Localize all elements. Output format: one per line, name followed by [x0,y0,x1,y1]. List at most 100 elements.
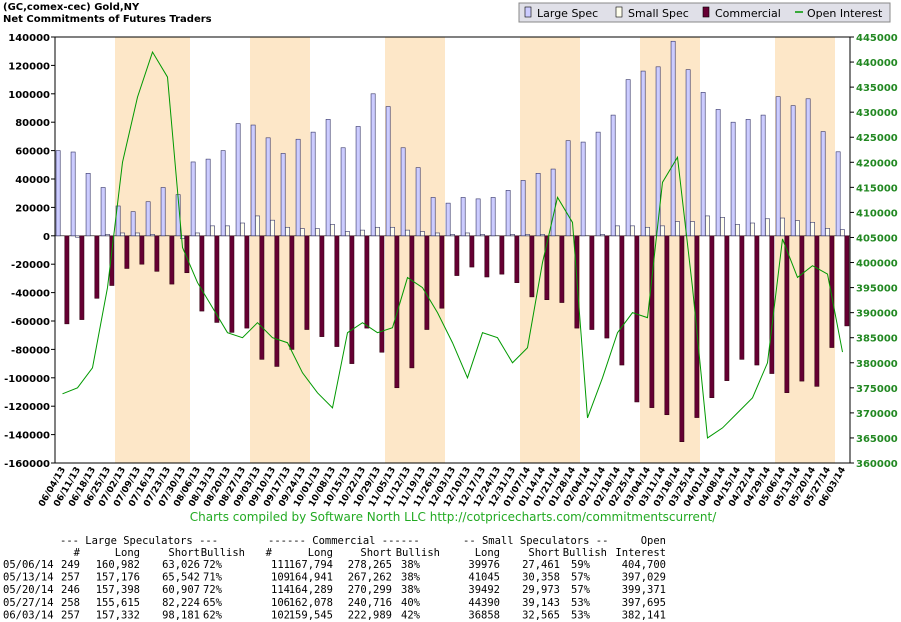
bar [510,234,515,237]
bar [550,168,556,237]
bar [645,226,650,237]
bar [109,235,115,286]
bar [150,234,155,237]
table-cell: 32,565 [522,609,560,621]
bar [210,225,215,237]
bar [690,221,695,237]
bar [784,235,790,393]
bar [715,109,721,237]
table-cell: 36858 [468,609,500,621]
table-cell: 164,289 [289,584,333,596]
plot-stripe [835,37,850,463]
table-cell: 240,716 [348,597,392,609]
table-cell: 65% [203,597,223,609]
table-column: Long [475,547,500,559]
bar [124,235,130,269]
table-cell: 114 [271,584,290,596]
table-cell: 42% [401,609,421,621]
bar [214,235,220,323]
plot-stripe [160,37,175,463]
table-column: # [266,547,273,559]
plot-stripe [280,37,295,463]
bar [535,173,541,237]
bar [304,235,310,330]
chart-subtitle: Net Commitments of Futures Traders [3,14,212,25]
table-cell: 157,398 [96,584,140,596]
table-cell: 53% [571,597,591,609]
bar [604,235,610,339]
table-cell: 267,262 [348,572,392,584]
bar [780,217,785,237]
table-cell: 06/03/14 [3,609,54,621]
table-cell: 71% [203,572,223,584]
plot-stripe [430,37,445,463]
plot-stripe [550,37,565,463]
y-tick-label: -100000 [4,374,50,385]
bar [589,235,595,330]
y-tick-label: 140000 [8,33,50,44]
bar [330,224,335,237]
bar [559,235,565,303]
bar [255,215,260,237]
bar [205,158,211,237]
bar [685,69,691,237]
table-cell: 53% [571,609,591,621]
bar [379,235,385,353]
table-column: Short [168,547,200,559]
bar [439,235,445,309]
bar [55,150,61,237]
table-cell: 404,700 [622,559,666,571]
y-tick-label: -80000 [11,345,50,356]
y2-tick-label: 375000 [856,384,898,395]
bar [814,235,820,387]
y-tick-label: -140000 [4,431,50,442]
table-cell: 60,907 [162,584,200,596]
bar [525,234,530,237]
y2-tick-label: 395000 [856,284,898,295]
bar [445,202,451,237]
legend-label: Open Interest [807,7,883,20]
bar [790,105,796,237]
bar [745,119,751,237]
bar [540,234,545,237]
bar [675,221,680,237]
bar [130,211,136,237]
bar [435,232,440,237]
table-cell: 05/27/14 [3,597,54,609]
plot-stripe [115,37,130,463]
table-column: Bullish [396,547,440,559]
y2-tick-label: 370000 [856,409,898,420]
y2-tick-label: 435000 [856,83,898,94]
bar [595,131,601,237]
y2-tick-label: 400000 [856,259,898,270]
bar [465,232,470,237]
bar [94,235,100,299]
table-cell: 257 [61,572,80,584]
y2-tick-label: 420000 [856,158,898,169]
table-cell: 155,615 [96,597,140,609]
bar [565,140,571,237]
table-group: --- Large Speculators --- [60,535,218,547]
table-cell: 397,029 [622,572,666,584]
bar [775,96,781,237]
chart-title: (GC,comex-cec) Gold,NY [3,2,140,13]
bar [259,235,265,360]
legend-swatch [615,6,623,18]
bar [315,228,320,237]
y2-tick-label: 415000 [856,183,898,194]
table-cell: 59% [571,559,591,571]
table-cell: 109 [271,572,290,584]
bar [634,235,640,403]
bar [229,235,235,333]
table-cell: 40% [401,597,421,609]
bar [345,231,350,237]
y-tick-label: -160000 [4,459,50,470]
table-cell: 399,371 [622,584,666,596]
plot-stripe [145,37,160,463]
bar [520,180,526,237]
table-cell: 167,794 [289,559,333,571]
plot-stripe [415,37,430,463]
table-cell: 98,181 [162,609,200,621]
bar [220,150,226,237]
bar [385,106,391,237]
